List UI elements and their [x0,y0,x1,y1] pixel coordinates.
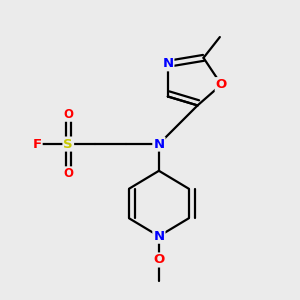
Text: O: O [63,167,73,180]
Text: N: N [153,138,164,151]
Text: F: F [32,138,42,151]
Text: N: N [153,230,164,243]
Text: O: O [216,78,227,91]
Text: S: S [64,138,73,151]
Text: O: O [63,108,73,121]
Text: N: N [162,57,173,70]
Text: O: O [153,254,164,266]
